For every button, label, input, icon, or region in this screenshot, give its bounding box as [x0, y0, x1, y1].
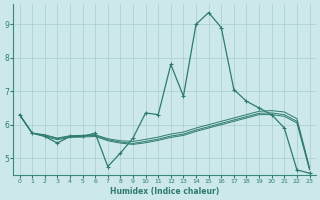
X-axis label: Humidex (Indice chaleur): Humidex (Indice chaleur) — [110, 187, 219, 196]
